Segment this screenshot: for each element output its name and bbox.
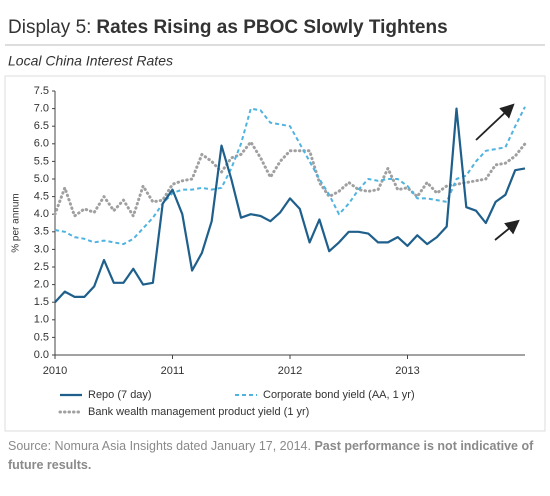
y-tick-label: 7.5	[34, 85, 49, 97]
chart: Display 5: Rates Rising as PBOC Slowly Ti…	[4, 17, 546, 432]
series-line	[54, 106, 526, 246]
y-tick-label: 4.0	[34, 208, 49, 220]
y-tick-label: 2.0	[34, 279, 49, 291]
y-tick-label: 1.5	[34, 296, 49, 308]
source: Source: Nomura Asia Insights dated Janua…	[8, 439, 311, 453]
y-tick-label: 7.0	[34, 103, 49, 115]
y-tick-label: 4.5	[34, 191, 49, 203]
chart-title: Display 5: Rates Rising as PBOC Slowly Ti…	[8, 17, 448, 38]
title-prefix: Display 5:	[8, 17, 91, 38]
trend-arrow	[475, 103, 515, 141]
legend-label: Bank wealth management product yield (1 …	[88, 406, 309, 418]
y-tick-label: 2.5	[34, 261, 49, 273]
title-main: Rates Rising as PBOC Slowly Tightens	[96, 17, 447, 38]
series-line	[53, 140, 527, 218]
y-tick-label: 1.0	[34, 314, 49, 326]
y-tick-label: 6.0	[34, 138, 49, 150]
trend-arrow	[494, 219, 520, 241]
chart-frame	[4, 75, 546, 432]
x-tick-label: 2012	[278, 365, 302, 377]
y-tick-label: 5.5	[34, 155, 49, 167]
legend-label: Repo (7 day)	[88, 389, 152, 401]
y-tick-label: 0.5	[34, 331, 49, 343]
source-note: Source: Nomura Asia Insights dated Janua…	[8, 437, 538, 475]
y-axis-label: % per annum	[11, 193, 22, 252]
series-line	[54, 107, 526, 303]
disclaimer: Past performance is not indicative of fu…	[8, 439, 534, 472]
y-tick-label: 5.0	[34, 173, 49, 185]
subtitle: Local China Interest Rates	[8, 53, 173, 69]
y-tick-label: 0.0	[34, 349, 49, 361]
y-tick-label: 3.5	[34, 226, 49, 238]
x-tick-label: 2010	[43, 365, 67, 377]
x-tick-label: 2011	[161, 365, 185, 377]
x-tick-label: 2013	[395, 365, 419, 377]
legend-label: Corporate bond yield (AA, 1 yr)	[263, 389, 415, 401]
y-tick-label: 6.5	[34, 120, 49, 132]
y-tick-label: 3.0	[34, 243, 49, 255]
